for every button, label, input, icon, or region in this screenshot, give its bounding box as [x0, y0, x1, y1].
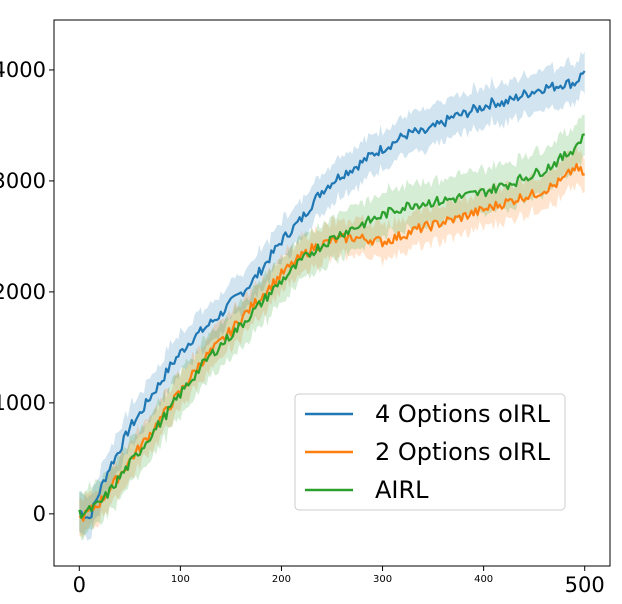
- series-lines: [78, 70, 586, 522]
- legend-box: [294, 393, 566, 511]
- line-series-1: [78, 70, 586, 520]
- plot-area-frame: [53, 19, 611, 567]
- y-tick-label: 0: [33, 502, 46, 526]
- x-tick-label: 100: [171, 574, 190, 585]
- legend-label-1: 4 Options oIRL: [375, 400, 551, 428]
- legend-label-2: 2 Options oIRL: [375, 438, 551, 466]
- x-tick-label: 200: [272, 574, 291, 585]
- line-series-3: [78, 133, 585, 519]
- band-series-2: [79, 146, 585, 538]
- confidence-bands: [79, 51, 585, 541]
- x-axis-ticks: 0 100 200 300 400 500: [73, 566, 605, 597]
- band-series-3: [79, 114, 585, 541]
- x-tick-label: 500: [565, 573, 605, 597]
- y-axis-ticks: 0 1000 2000 3000 4000: [0, 58, 54, 526]
- x-tick-label: 300: [373, 574, 392, 585]
- legend: 4 Options oIRL 2 Options oIRL AIRL: [294, 393, 566, 511]
- x-tick-label: 400: [474, 574, 493, 585]
- x-tick-label: 0: [73, 573, 86, 597]
- legend-label-3: AIRL: [375, 476, 429, 504]
- y-tick-label: 4000: [0, 58, 46, 82]
- y-tick-label: 1000: [0, 391, 46, 415]
- y-tick-label: 2000: [0, 280, 46, 304]
- band-series-1: [79, 51, 585, 541]
- y-tick-label: 3000: [0, 169, 46, 193]
